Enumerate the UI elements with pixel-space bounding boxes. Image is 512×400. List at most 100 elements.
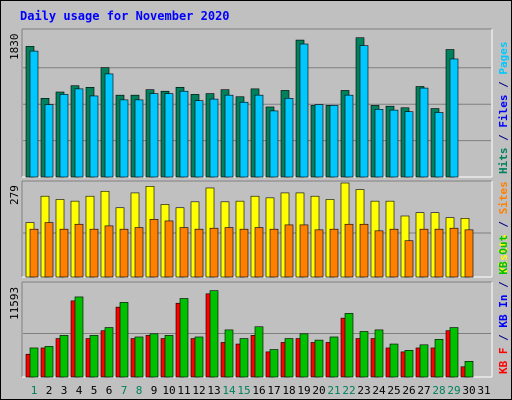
bar-kb-out-day-15: [239, 338, 249, 378]
bar-kb-out-day-10: [164, 335, 174, 378]
bar-kb-out-day-14: [224, 329, 234, 378]
bar-files-day-23: [359, 45, 369, 178]
panel-legend: Hits / Files / Pages: [497, 42, 510, 175]
legend-hits: Hits: [497, 148, 510, 175]
day-label-21: 21: [327, 384, 340, 397]
bar-sites-day-7: [119, 228, 129, 278]
bar-files-day-1: [29, 50, 39, 178]
bar-sites-day-17: [269, 228, 279, 278]
bar-kb-out-day-13: [209, 290, 219, 378]
bar-kb-out-day-18: [284, 338, 294, 378]
bar-files-day-27: [419, 87, 429, 178]
bar-sites-day-27: [419, 228, 429, 278]
bar-kb-out-day-7: [119, 302, 129, 378]
panel-legend: Visits / Sites: [497, 181, 510, 274]
bar-sites-day-21: [329, 228, 339, 278]
legend--: /: [497, 75, 510, 95]
bar-files-day-25: [389, 109, 399, 178]
bar-sites-day-29: [449, 227, 459, 278]
bar-files-day-24: [374, 109, 384, 178]
legend--: /: [497, 275, 510, 295]
bar-kb-out-day-2: [44, 346, 54, 378]
day-label-11: 11: [177, 384, 190, 397]
day-label-27: 27: [417, 384, 430, 397]
bar-sites-day-19: [299, 224, 309, 278]
bar-sites-day-23: [359, 223, 369, 278]
bar-kb-out-day-26: [404, 350, 414, 378]
day-label-28: 28: [432, 384, 445, 397]
day-label-19: 19: [297, 384, 310, 397]
bar-sites-day-16: [254, 227, 264, 278]
day-label-16: 16: [252, 384, 265, 397]
bar-sites-day-20: [314, 229, 324, 278]
legend-sites: Sites: [497, 181, 510, 214]
legend-pages: Pages: [497, 42, 510, 75]
bar-kb-out-day-30: [464, 361, 474, 378]
bar-files-day-4: [74, 88, 84, 178]
bar-files-day-5: [89, 95, 99, 178]
bar-files-day-3: [59, 94, 69, 178]
day-label-7: 7: [121, 384, 128, 397]
bar-kb-out-day-11: [179, 298, 189, 378]
day-label-3: 3: [61, 384, 68, 397]
bar-sites-day-6: [104, 225, 114, 278]
bar-sites-day-13: [209, 227, 219, 278]
bar-sites-day-9: [149, 218, 159, 278]
bar-kb-out-day-1: [29, 347, 39, 378]
day-label-4: 4: [76, 384, 83, 397]
bar-sites-day-5: [89, 228, 99, 278]
day-label-18: 18: [282, 384, 295, 397]
bar-files-day-20: [314, 104, 324, 178]
day-label-25: 25: [387, 384, 400, 397]
legend-kb-out: KB Out: [497, 235, 510, 275]
bar-kb-out-day-27: [419, 344, 429, 378]
bar-files-day-6: [104, 73, 114, 178]
legend-kb-f: KB F: [497, 348, 510, 375]
day-label-22: 22: [342, 384, 355, 397]
day-label-9: 9: [151, 384, 158, 397]
day-label-13: 13: [207, 384, 220, 397]
bar-sites-day-3: [59, 228, 69, 278]
bar-sites-day-12: [194, 228, 204, 278]
bar-kb-out-day-22: [344, 313, 354, 378]
chart-title: Daily usage for November 2020: [20, 9, 230, 23]
bar-kb-out-day-4: [74, 296, 84, 378]
bar-kb-out-day-17: [269, 349, 279, 378]
bar-kb-out-day-6: [104, 327, 114, 378]
day-label-8: 8: [136, 384, 143, 397]
bar-kb-out-day-20: [314, 339, 324, 378]
bar-sites-day-22: [344, 223, 354, 278]
day-label-12: 12: [192, 384, 205, 397]
bar-files-day-2: [44, 104, 54, 178]
bar-sites-day-10: [164, 220, 174, 278]
bar-kb-out-day-25: [389, 343, 399, 378]
legend-files: Files: [497, 95, 510, 128]
day-label-30: 30: [462, 384, 475, 397]
bar-files-day-22: [344, 94, 354, 178]
bar-kb-out-day-9: [149, 333, 159, 378]
bar-files-day-8: [134, 99, 144, 178]
day-label-15: 15: [237, 384, 250, 397]
bar-files-day-28: [434, 112, 444, 178]
day-label-10: 10: [162, 384, 175, 397]
bar-kb-out-day-21: [329, 336, 339, 378]
bar-sites-day-1: [29, 228, 39, 278]
bar-sites-day-15: [239, 228, 249, 278]
bar-files-day-29: [449, 58, 459, 178]
legend-kb-in: KB In: [497, 295, 510, 328]
bar-files-day-26: [404, 111, 414, 178]
bar-files-day-13: [209, 98, 219, 178]
bar-sites-day-30: [464, 229, 474, 278]
bar-kb-out-day-8: [134, 336, 144, 378]
bar-files-day-11: [179, 90, 189, 178]
bar-files-day-7: [119, 99, 129, 178]
day-label-23: 23: [357, 384, 370, 397]
bar-sites-day-8: [134, 227, 144, 278]
bar-kb-out-day-19: [299, 333, 309, 378]
legend--: /: [497, 214, 510, 234]
day-label-14: 14: [222, 384, 236, 397]
bar-kb-out-day-24: [374, 329, 384, 378]
legend--: /: [497, 328, 510, 348]
